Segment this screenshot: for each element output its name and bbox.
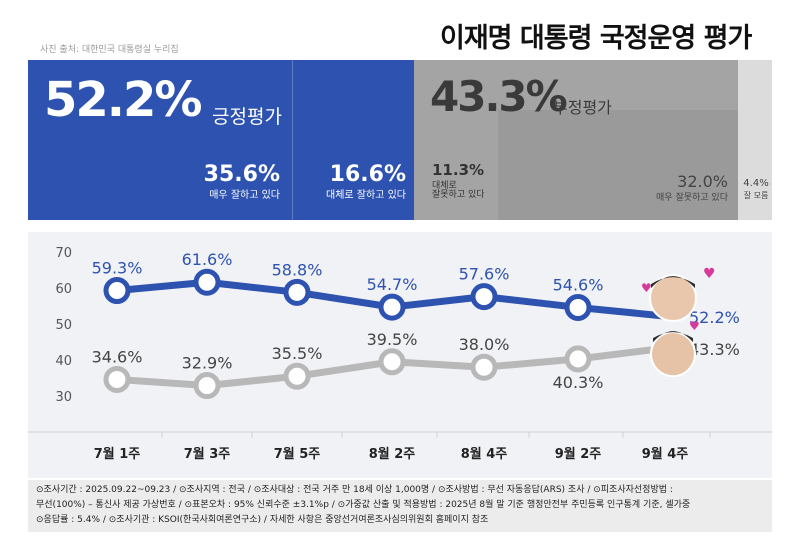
x-tick-label: 9월 2주 [555,446,602,462]
footnote-line: 무선(100%) – 통신사 제공 가상번호 / ⊙표본오차 : 95% 신뢰수… [36,500,691,510]
panel-divider [292,60,293,220]
negative-point [564,345,592,373]
y-tick-label: 30 [55,390,72,405]
y-tick-label: 50 [55,318,72,333]
negative-label: 부정평가 [553,98,612,117]
positive-point [470,283,498,311]
positive-panel [28,60,414,220]
negative-data-label: 39.5% [367,330,418,349]
positive-data-label: 61.6% [182,250,233,269]
y-tick-label: 40 [55,354,72,369]
page-title: 이재명 대통령 국정운영 평가 [440,23,752,54]
breakdown-label: 잘못하고 있다 [432,190,485,201]
survey-footnote: ⊙조사기간 : 2025.09.22~09.23 / ⊙조사지역 : 전국 / … [28,480,772,532]
negative-data-label: 43.3% [689,340,740,359]
negative-point [378,348,406,376]
breakdown-value: 11.3% [432,161,485,179]
breakdown-value: 32.0% [677,172,728,191]
positive-data-label: 58.8% [272,260,323,279]
photo-credit: 사진 출처: 대한민국 대통령실 누리집 [40,45,179,55]
negative-point [283,362,311,390]
negative-total: 43.3% [430,72,568,121]
positive-data-label: 59.3% [92,259,143,278]
footnote-line: ⊙조사기간 : 2025.09.22~09.23 / ⊙조사지역 : 전국 / … [36,485,673,495]
breakdown-somewhat-good: 16.6% 대체로 잘하고 있다 [326,162,406,202]
positive-data-label: 54.7% [367,275,418,294]
positive-data-label: 57.6% [459,265,510,284]
negative-data-label: 38.0% [459,335,510,354]
dont-know-panel [738,60,772,220]
footnote-line: ⊙응답률 : 5.4% / ⊙조사기관 : KSOI(한국사회여론연구소) / … [36,515,489,525]
negative-point [470,353,498,381]
positive-point [378,293,406,321]
breakdown-label: 대체로 잘하고 있다 [326,190,406,202]
x-tick-label: 7월 3주 [184,446,231,462]
positive-point [103,277,131,305]
negative-data-label: 40.3% [553,373,604,392]
negative-point [193,372,221,400]
positive-point [193,268,221,296]
positive-data-label: 54.6% [553,275,604,294]
breakdown-label: 매우 잘하고 있다 [209,190,280,202]
y-tick-label: 60 [55,282,72,297]
positive-point [564,293,592,321]
negative-data-label: 32.9% [182,354,233,373]
breakdown-value: 16.6% [329,162,406,187]
negative-point [103,365,131,393]
breakdown-label: 잘 모름 [743,191,769,200]
portrait-negative-icon [650,331,696,378]
breakdown-very-bad: 32.0% 매우 잘못하고 있다 [656,173,728,203]
portrait-positive-icon [649,274,697,323]
breakdown-very-good: 35.6% 매우 잘하고 있다 [203,162,280,202]
breakdown-label: 매우 잘못하고 있다 [656,192,728,203]
heart-icon: ♥ [689,319,700,333]
negative-strong-panel [498,110,738,220]
heart-icon: ♥ [641,281,652,295]
heart-icon: ♥ [703,266,716,282]
negative-data-label: 34.6% [92,347,143,366]
negative-data-label: 35.5% [272,344,323,363]
positive-total: 52.2% [44,72,203,128]
y-tick-label: 70 [55,246,72,261]
positive-data-label: 52.2% [689,308,740,327]
breakdown-label: 대체로 [432,180,457,191]
breakdown-dont-know: 4.4% 잘 모름 [740,178,772,201]
breakdown-value: 35.6% [203,162,280,187]
x-tick-label: 8월 4주 [461,446,508,462]
portrait-hair-icon [651,276,695,289]
positive-point [283,278,311,306]
x-tick-label: 9월 4주 [642,446,689,462]
portrait-hair-icon [653,331,693,343]
x-tick-label: 7월 5주 [274,446,321,462]
x-tick-label: 8월 2주 [369,446,416,462]
positive-label: 긍정평가 [212,106,282,128]
breakdown-value: 4.4% [743,178,769,189]
x-tick-label: 7월 1주 [94,446,141,462]
breakdown-somewhat-bad: 11.3% 대체로 잘못하고 있다 [432,162,485,201]
